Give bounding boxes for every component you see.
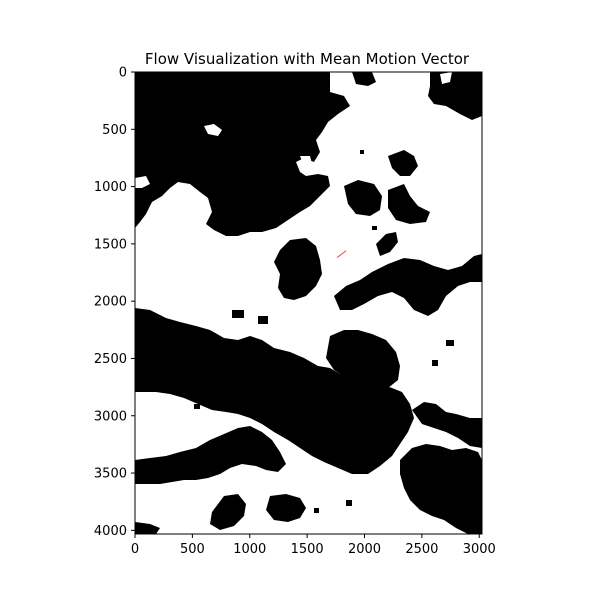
flow-speck xyxy=(194,404,200,409)
flow-region-center-lower xyxy=(326,330,400,388)
flow-region-top-right xyxy=(428,72,482,120)
mean-motion-vector xyxy=(336,250,347,259)
flow-region-mid-right-1 xyxy=(388,150,418,176)
flow-white-island xyxy=(440,72,452,84)
flow-speck xyxy=(446,340,454,346)
flow-speck xyxy=(360,150,364,154)
flow-region-center-blob xyxy=(274,238,322,300)
flow-region-right-lower xyxy=(412,402,482,448)
flow-speck xyxy=(372,226,377,230)
flow-region-mid-right-2 xyxy=(344,180,382,216)
flow-region-bottom-center-2 xyxy=(210,494,246,530)
y-tick-label: 3000 xyxy=(94,409,127,424)
flow-region-bottom-center-1 xyxy=(266,494,306,522)
x-tick-label: 500 xyxy=(180,542,205,557)
flow-region-right-stripe xyxy=(376,232,398,256)
flow-region-right-band xyxy=(334,254,482,316)
flow-speck xyxy=(258,316,268,324)
x-tick-label: 2000 xyxy=(348,542,381,557)
flow-region-bottom-right xyxy=(400,444,482,534)
flow-white-islands xyxy=(135,72,452,188)
plot-area xyxy=(135,72,482,534)
flow-image xyxy=(135,72,482,534)
flow-white-island xyxy=(135,176,150,188)
y-tick-label: 3500 xyxy=(94,467,127,482)
x-tick-label: 0 xyxy=(131,542,139,557)
x-tick-label: 1000 xyxy=(233,542,266,557)
flow-region-left-band xyxy=(135,308,414,474)
flow-speck xyxy=(432,360,438,366)
x-tick-label: 3000 xyxy=(463,542,496,557)
y-axis: 0 500 1000 1500 2000 2500 3000 3500 4000 xyxy=(94,66,135,539)
flow-region-bottom-edge xyxy=(135,522,160,534)
flow-white-island xyxy=(204,124,222,136)
flow-region-top-strip xyxy=(352,72,376,86)
y-tick-label: 500 xyxy=(102,123,127,138)
flow-speck xyxy=(232,310,244,318)
flow-white-island xyxy=(300,156,312,166)
y-tick-label: 1500 xyxy=(94,237,127,252)
x-axis: 0 500 1000 1500 2000 2500 3000 xyxy=(131,534,496,557)
flow-region-mid-right-3 xyxy=(388,184,430,224)
x-tick-label: 2500 xyxy=(405,542,438,557)
y-tick-label: 4000 xyxy=(94,524,127,539)
x-tick-label: 1500 xyxy=(291,542,324,557)
flow-region-bottom-left xyxy=(135,426,286,484)
chart-title: Flow Visualization with Mean Motion Vect… xyxy=(145,50,470,68)
y-tick-label: 2500 xyxy=(94,352,127,367)
plot-frame xyxy=(134,71,483,535)
flow-speck xyxy=(182,120,188,124)
flow-speck xyxy=(314,508,319,513)
flow-region-top-left xyxy=(135,72,350,236)
flow-speck xyxy=(346,500,352,506)
y-tick-label: 1000 xyxy=(94,180,127,195)
y-tick-label: 2000 xyxy=(94,295,127,310)
y-tick-label: 0 xyxy=(119,66,127,81)
